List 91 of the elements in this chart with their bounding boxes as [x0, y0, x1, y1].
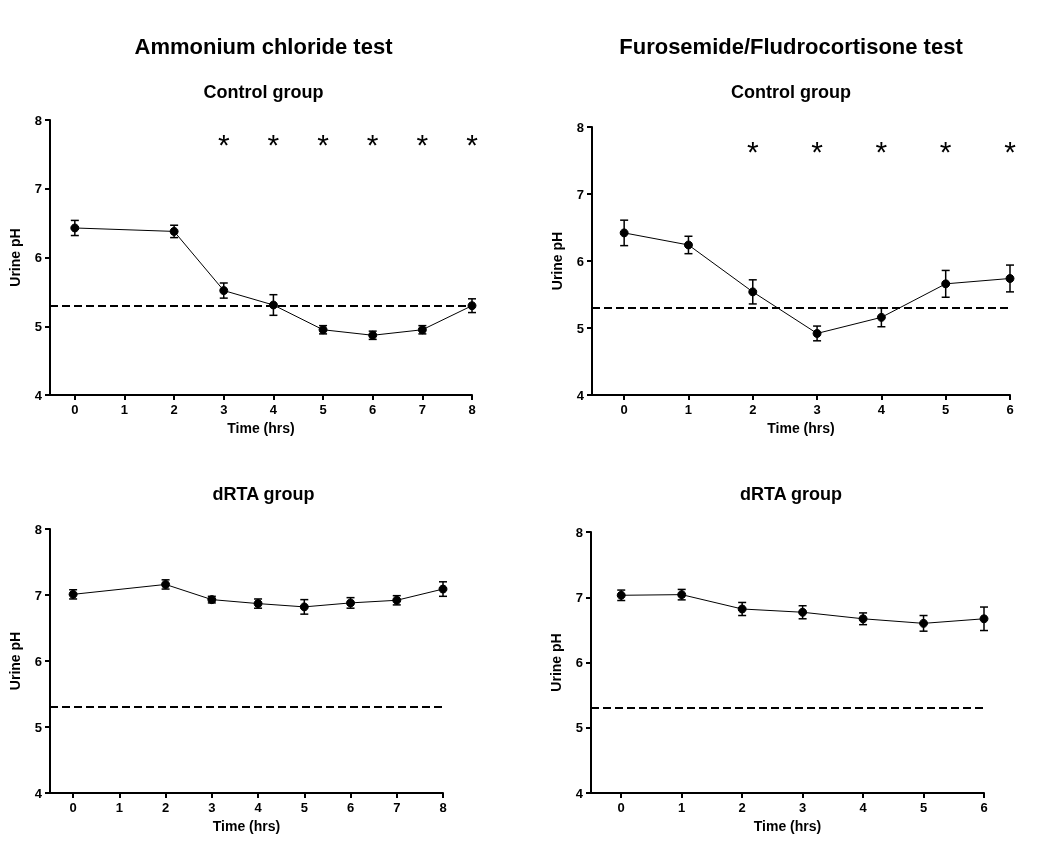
x-tick-label: 3 — [208, 800, 216, 815]
y-tick-label: 7 — [576, 186, 584, 202]
chart-subtitle: Control group — [203, 82, 324, 102]
point — [219, 286, 229, 296]
chart-title: dRTA group — [740, 484, 842, 504]
y-tick-label: 6 — [576, 253, 584, 269]
x-axis-title: Time (hrs) — [753, 817, 822, 834]
y-tick-label: 7 — [34, 587, 42, 603]
point — [876, 312, 886, 322]
point — [919, 618, 929, 628]
annotation: * — [811, 134, 824, 168]
x-tick-label: 2 — [738, 800, 746, 815]
y-axis-title: Urine pH — [7, 228, 23, 287]
y-tick-label: 8 — [575, 524, 583, 540]
y-axis-title: Urine pH — [549, 231, 565, 291]
y-tick-label: 6 — [34, 653, 42, 669]
x-tick-label: 3 — [813, 402, 821, 418]
annotation: * — [317, 128, 330, 162]
x-tick-label: 2 — [170, 402, 178, 418]
x-tick-label: 3 — [799, 800, 807, 815]
point — [438, 584, 448, 594]
point — [683, 240, 693, 250]
chart-title: dRTA group — [212, 484, 315, 504]
point — [299, 602, 309, 612]
annotation: * — [366, 128, 379, 162]
x-tick-label: 5 — [942, 402, 950, 418]
annotation: * — [416, 128, 429, 162]
y-tick-label: 8 — [576, 119, 584, 135]
x-tick-label: 7 — [393, 800, 401, 815]
y-tick-label: 5 — [576, 320, 584, 336]
y-tick-label: 7 — [34, 181, 42, 197]
annotation: * — [1004, 134, 1017, 168]
x-tick-label: 8 — [468, 402, 476, 418]
x-tick-label: 1 — [120, 402, 129, 418]
y-tick-label: 4 — [575, 785, 584, 801]
annotation: * — [466, 128, 479, 162]
point — [979, 614, 989, 624]
x-tick-label: 1 — [115, 800, 123, 815]
x-tick-label: 6 — [346, 800, 355, 815]
chart-title: Furosemide/Fludrocortisone test — [619, 33, 964, 59]
y-tick-label: 8 — [34, 112, 42, 128]
y-axis-title: Urine pH — [7, 631, 23, 691]
chart-title: Ammonium chloride test — [134, 33, 394, 59]
x-tick-label: 5 — [919, 800, 928, 815]
x-tick-label: 4 — [859, 800, 868, 815]
x-tick-label: 6 — [980, 800, 988, 815]
y-axis-title: Urine pH — [548, 633, 564, 692]
x-tick-label: 7 — [418, 402, 426, 418]
point — [748, 287, 758, 297]
point — [70, 223, 80, 233]
y-tick-label: 4 — [576, 387, 585, 403]
annotation: * — [939, 134, 952, 168]
x-tick-label: 0 — [69, 800, 77, 815]
x-tick-label: 0 — [617, 800, 625, 815]
x-axis-title: Time (hrs) — [767, 420, 835, 436]
x-tick-label: 8 — [439, 800, 447, 815]
chart-subtitle: Control group — [731, 82, 851, 102]
y-tick-label: 5 — [34, 719, 42, 735]
x-tick-label: 2 — [161, 800, 170, 815]
point — [812, 328, 822, 338]
x-tick-label: 1 — [678, 800, 686, 815]
y-tick-label: 7 — [575, 589, 583, 605]
x-tick-label: 4 — [254, 800, 263, 815]
annotation: * — [217, 128, 230, 162]
annotation: * — [746, 134, 759, 168]
x-tick-label: 6 — [1006, 402, 1014, 418]
y-tick-label: 8 — [34, 521, 42, 537]
annotation: * — [875, 134, 888, 168]
y-tick-label: 5 — [575, 720, 583, 736]
x-tick-label: 5 — [319, 402, 327, 418]
y-tick-label: 6 — [34, 250, 42, 266]
x-axis-title: Time (hrs) — [227, 420, 295, 436]
x-tick-label: 1 — [684, 402, 693, 418]
x-tick-label: 0 — [620, 402, 628, 418]
y-tick-label: 6 — [575, 655, 583, 670]
y-tick-label: 4 — [34, 785, 43, 801]
point — [1005, 273, 1015, 283]
x-tick-label: 6 — [369, 402, 377, 418]
point — [619, 228, 629, 238]
y-tick-label: 4 — [34, 387, 43, 403]
x-tick-label: 4 — [269, 402, 278, 418]
point — [941, 279, 951, 289]
x-axis-title: Time (hrs) — [212, 817, 281, 834]
annotation: * — [267, 128, 280, 162]
x-tick-label: 0 — [71, 402, 79, 418]
x-tick-label: 2 — [749, 402, 757, 418]
point — [268, 300, 278, 310]
y-tick-label: 5 — [34, 318, 42, 334]
x-tick-label: 5 — [300, 800, 308, 815]
x-tick-label: 4 — [877, 402, 886, 418]
x-tick-label: 3 — [220, 402, 228, 418]
